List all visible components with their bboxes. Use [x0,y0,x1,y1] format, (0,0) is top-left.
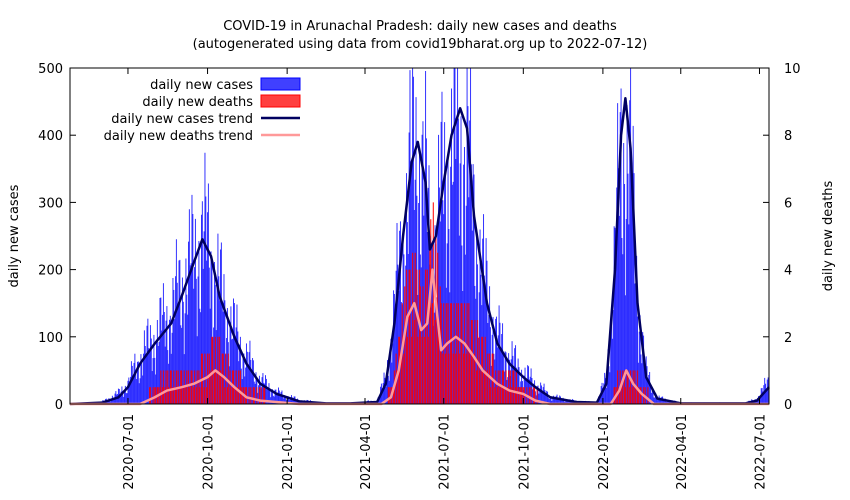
plot-frame [69,67,770,405]
x-tick-label: 2022-01-01 [597,414,612,490]
chart-title: COVID-19 in Arunachal Pradesh: daily new… [223,19,617,34]
cases-trend-line [69,96,770,406]
plot-area [69,68,770,406]
y-tick-label: 500 [38,62,63,77]
y2-tick-label: 10 [784,62,801,77]
x-tick-label: 2022-07-01 [753,414,768,490]
y-axis-label: daily new cases [7,184,22,287]
chart-subtitle: (autogenerated using data from covid19bh… [193,37,648,52]
y-tick-label: 300 [38,196,63,211]
legend: daily new cases daily new deaths daily new… [104,77,301,144]
x-tick-label: 2021-04-01 [359,414,374,490]
deaths-bars [148,202,649,404]
y-tick-label: 200 [38,264,63,279]
y2-tick-label: 0 [784,398,792,413]
legend-label: daily new deaths trend [104,129,253,144]
y2-tick-label: 2 [784,331,792,346]
y2-tick-label: 6 [784,196,792,211]
y-tick-label: 400 [38,129,63,144]
x-tick-label: 2021-10-01 [517,414,532,490]
x-tick-label: 2022-04-01 [675,414,690,490]
y-tick-label: 100 [38,331,63,346]
legend-label: daily new deaths [142,95,253,110]
x-tick-label: 2021-01-01 [281,414,296,490]
legend-swatch [260,77,301,91]
x-tick-label: 2020-07-01 [122,414,137,490]
y2-tick-label: 8 [784,129,792,144]
y2-tick-label: 4 [784,264,792,279]
y-tick-label: 0 [55,398,63,413]
axes: 0 100 200 300 400 500 0 2 4 6 8 10 2020-07-01 2020-10… [38,62,800,490]
legend-swatch [260,94,301,108]
legend-label: daily new cases trend [111,112,253,127]
y2-axis-label: daily new deaths [821,180,836,291]
x-tick-label: 2020-10-01 [202,414,217,490]
x-tick-label: 2021-07-01 [438,414,453,490]
legend-label: daily new cases [150,78,253,93]
